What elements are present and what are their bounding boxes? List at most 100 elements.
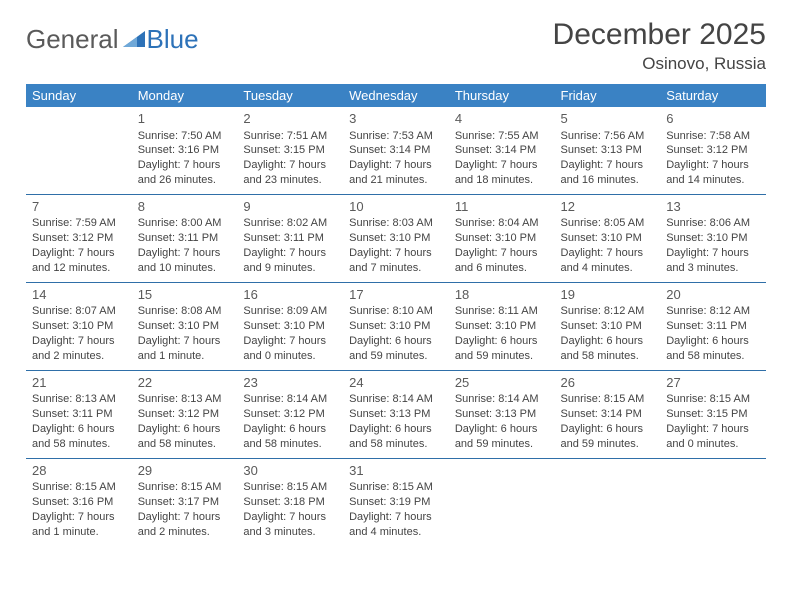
calendar-day-cell: 29Sunrise: 8:15 AMSunset: 3:17 PMDayligh… (132, 458, 238, 545)
calendar-week-row: 14Sunrise: 8:07 AMSunset: 3:10 PMDayligh… (26, 282, 766, 370)
day-number: 28 (32, 462, 128, 480)
day-day2: and 18 minutes. (455, 173, 551, 188)
day-sunrise: Sunrise: 8:12 AM (561, 304, 657, 319)
day-day2: and 9 minutes. (243, 261, 339, 276)
day-day1: Daylight: 7 hours (243, 510, 339, 525)
day-sunset: Sunset: 3:15 PM (666, 407, 762, 422)
day-number: 9 (243, 198, 339, 216)
day-number: 21 (32, 374, 128, 392)
day-sunrise: Sunrise: 8:13 AM (138, 392, 234, 407)
day-sunrise: Sunrise: 7:58 AM (666, 129, 762, 144)
day-header: Thursday (449, 84, 555, 107)
day-day1: Daylight: 7 hours (455, 246, 551, 261)
day-number: 15 (138, 286, 234, 304)
day-sunrise: Sunrise: 8:04 AM (455, 216, 551, 231)
day-sunset: Sunset: 3:10 PM (561, 231, 657, 246)
calendar-day-cell: 20Sunrise: 8:12 AMSunset: 3:11 PMDayligh… (660, 282, 766, 370)
day-sunrise: Sunrise: 8:06 AM (666, 216, 762, 231)
day-sunset: Sunset: 3:14 PM (349, 143, 445, 158)
day-number: 24 (349, 374, 445, 392)
calendar-day-cell: 7Sunrise: 7:59 AMSunset: 3:12 PMDaylight… (26, 194, 132, 282)
day-day1: Daylight: 7 hours (666, 246, 762, 261)
day-number: 12 (561, 198, 657, 216)
day-number: 29 (138, 462, 234, 480)
day-day2: and 1 minute. (138, 349, 234, 364)
calendar-day-cell: 30Sunrise: 8:15 AMSunset: 3:18 PMDayligh… (237, 458, 343, 545)
day-sunrise: Sunrise: 7:56 AM (561, 129, 657, 144)
day-number: 7 (32, 198, 128, 216)
day-sunset: Sunset: 3:10 PM (349, 231, 445, 246)
calendar-day-cell (26, 107, 132, 194)
day-day2: and 2 minutes. (32, 349, 128, 364)
day-sunrise: Sunrise: 8:00 AM (138, 216, 234, 231)
day-day2: and 6 minutes. (455, 261, 551, 276)
day-sunset: Sunset: 3:12 PM (138, 407, 234, 422)
day-sunrise: Sunrise: 8:11 AM (455, 304, 551, 319)
day-day1: Daylight: 6 hours (243, 422, 339, 437)
title-block: December 2025 Osinovo, Russia (553, 18, 766, 74)
day-day2: and 58 minutes. (561, 349, 657, 364)
day-sunrise: Sunrise: 8:13 AM (32, 392, 128, 407)
day-day2: and 4 minutes. (561, 261, 657, 276)
calendar-day-cell (555, 458, 661, 545)
day-day2: and 0 minutes. (666, 437, 762, 452)
calendar-week-row: 28Sunrise: 8:15 AMSunset: 3:16 PMDayligh… (26, 458, 766, 545)
day-day2: and 3 minutes. (243, 525, 339, 540)
day-header: Wednesday (343, 84, 449, 107)
day-sunrise: Sunrise: 8:15 AM (349, 480, 445, 495)
day-day2: and 0 minutes. (243, 349, 339, 364)
calendar-day-cell: 12Sunrise: 8:05 AMSunset: 3:10 PMDayligh… (555, 194, 661, 282)
day-number: 30 (243, 462, 339, 480)
day-day2: and 14 minutes. (666, 173, 762, 188)
calendar-day-cell: 26Sunrise: 8:15 AMSunset: 3:14 PMDayligh… (555, 370, 661, 458)
day-number: 6 (666, 110, 762, 128)
day-day2: and 3 minutes. (666, 261, 762, 276)
day-number: 18 (455, 286, 551, 304)
day-day2: and 1 minute. (32, 525, 128, 540)
calendar-week-row: 21Sunrise: 8:13 AMSunset: 3:11 PMDayligh… (26, 370, 766, 458)
day-day1: Daylight: 6 hours (666, 334, 762, 349)
day-sunset: Sunset: 3:10 PM (138, 319, 234, 334)
day-sunset: Sunset: 3:17 PM (138, 495, 234, 510)
day-day1: Daylight: 6 hours (561, 334, 657, 349)
calendar-day-cell: 10Sunrise: 8:03 AMSunset: 3:10 PMDayligh… (343, 194, 449, 282)
day-number: 3 (349, 110, 445, 128)
calendar-day-cell: 2Sunrise: 7:51 AMSunset: 3:15 PMDaylight… (237, 107, 343, 194)
brand-logo: General Blue (26, 24, 199, 55)
day-sunrise: Sunrise: 8:15 AM (666, 392, 762, 407)
day-number: 17 (349, 286, 445, 304)
day-sunset: Sunset: 3:14 PM (455, 143, 551, 158)
day-day2: and 58 minutes. (138, 437, 234, 452)
calendar-day-cell: 22Sunrise: 8:13 AMSunset: 3:12 PMDayligh… (132, 370, 238, 458)
day-day1: Daylight: 6 hours (349, 334, 445, 349)
calendar-day-cell: 24Sunrise: 8:14 AMSunset: 3:13 PMDayligh… (343, 370, 449, 458)
day-day2: and 21 minutes. (349, 173, 445, 188)
day-sunset: Sunset: 3:18 PM (243, 495, 339, 510)
day-sunrise: Sunrise: 8:15 AM (138, 480, 234, 495)
day-number: 4 (455, 110, 551, 128)
calendar-day-cell (449, 458, 555, 545)
day-sunrise: Sunrise: 8:10 AM (349, 304, 445, 319)
day-day2: and 7 minutes. (349, 261, 445, 276)
day-sunrise: Sunrise: 8:15 AM (243, 480, 339, 495)
day-sunset: Sunset: 3:12 PM (32, 231, 128, 246)
day-day1: Daylight: 7 hours (32, 334, 128, 349)
day-sunrise: Sunrise: 8:09 AM (243, 304, 339, 319)
day-day1: Daylight: 7 hours (138, 510, 234, 525)
day-day2: and 59 minutes. (349, 349, 445, 364)
calendar-week-row: 1Sunrise: 7:50 AMSunset: 3:16 PMDaylight… (26, 107, 766, 194)
day-sunset: Sunset: 3:14 PM (561, 407, 657, 422)
day-day2: and 59 minutes. (561, 437, 657, 452)
day-day1: Daylight: 6 hours (138, 422, 234, 437)
day-day1: Daylight: 7 hours (349, 246, 445, 261)
day-number: 19 (561, 286, 657, 304)
day-header: Saturday (660, 84, 766, 107)
day-day2: and 4 minutes. (349, 525, 445, 540)
day-number: 2 (243, 110, 339, 128)
location-text: Osinovo, Russia (553, 54, 766, 74)
day-sunrise: Sunrise: 7:59 AM (32, 216, 128, 231)
day-number: 13 (666, 198, 762, 216)
day-sunset: Sunset: 3:13 PM (455, 407, 551, 422)
day-number: 31 (349, 462, 445, 480)
day-day2: and 12 minutes. (32, 261, 128, 276)
